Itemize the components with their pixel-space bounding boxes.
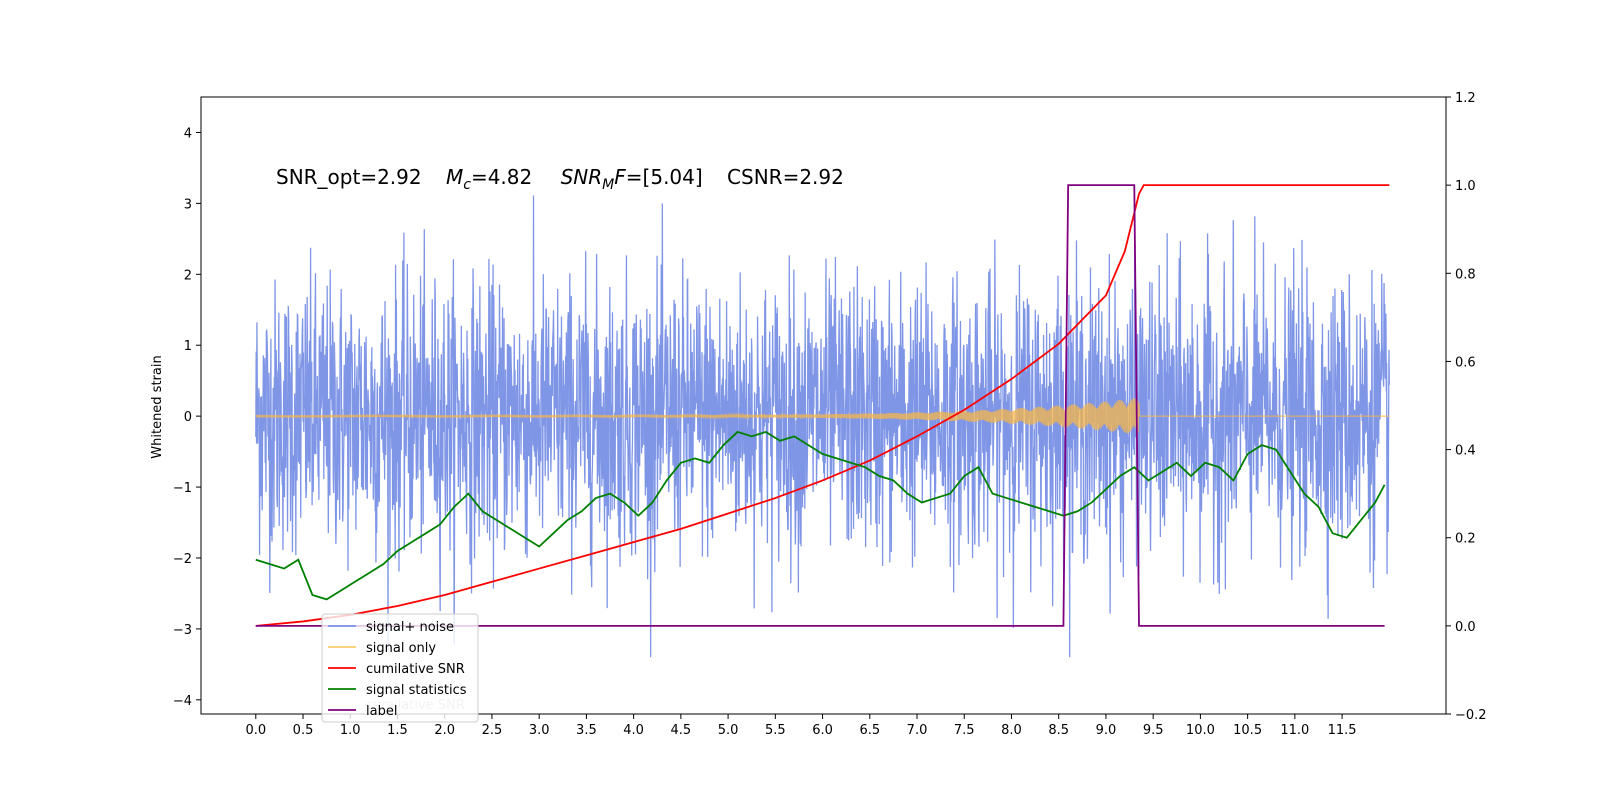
x-tick-label: 9.0 <box>1096 723 1117 738</box>
y-left-tick-label: −1 <box>173 481 192 496</box>
snrmf-subscript: M <box>602 177 614 193</box>
y-left-tick-label: 1 <box>184 339 192 354</box>
x-tick-label: 5.0 <box>718 723 739 738</box>
x-tick-label: 4.0 <box>623 723 644 738</box>
snrmf-tail: F <box>614 165 626 189</box>
x-tick-label: 0.5 <box>293 723 314 738</box>
snr-opt-text: SNR_opt=2.92 <box>276 165 422 189</box>
y-right-tick-label: 0.2 <box>1455 532 1476 547</box>
legend-label: signal statistics <box>366 683 467 698</box>
mc-symbol: M <box>446 165 463 189</box>
x-tick-label: 1.0 <box>340 723 361 738</box>
x-tick-label: 11.5 <box>1328 723 1357 738</box>
y-right-tick-label: −0.2 <box>1455 708 1487 723</box>
legend-box <box>321 613 479 723</box>
mc-value-text: =4.82 <box>471 165 532 189</box>
series-cumulative-snr-line <box>255 184 1390 627</box>
csnr-text: CSNR=2.92 <box>727 165 844 189</box>
x-tick-label: 0.0 <box>245 723 266 738</box>
y-right-tick-label: 0.8 <box>1455 267 1476 282</box>
x-tick-label: 1.5 <box>387 723 408 738</box>
mc-subscript: c <box>463 177 471 193</box>
y-right-tick-label: 0.0 <box>1455 620 1476 635</box>
x-tick-label: 8.0 <box>1001 723 1022 738</box>
y-left-tick-label: −4 <box>173 694 192 709</box>
y-right-tick-label: 0.6 <box>1455 355 1476 370</box>
x-tick-label: 2.5 <box>482 723 503 738</box>
y-left-tick-label: 4 <box>184 126 192 141</box>
y-left-tick-label: −2 <box>173 552 192 567</box>
legend-label: cumilative SNR <box>366 662 465 677</box>
legend-label: label <box>366 704 397 719</box>
axes-frame <box>200 96 1447 715</box>
x-tick-label: 6.5 <box>859 723 880 738</box>
y-right-tick-label: 1.0 <box>1455 179 1476 194</box>
x-tick-label: 10.0 <box>1186 723 1215 738</box>
x-tick-label: 2.0 <box>434 723 455 738</box>
y-axis-left-title: Whitened strain <box>150 355 165 458</box>
series-label-line <box>255 184 1385 627</box>
y-left-tick-label: −3 <box>173 623 192 638</box>
x-tick-label: 4.5 <box>671 723 692 738</box>
snrmf-value-text: =[5.04] <box>626 165 703 189</box>
plot-area <box>255 184 1390 658</box>
x-tick-label: 6.0 <box>812 723 833 738</box>
y-left-tick-label: 2 <box>184 268 192 283</box>
x-tick-label: 9.5 <box>1143 723 1164 738</box>
axes-group: 0.0 0.5 1.0 1.5 2.0 2.5 3.0 3.5 4.0 4.5 5.0 5.5 6.0 6… <box>173 91 1487 738</box>
y-left-tick-label: 0 <box>184 410 192 425</box>
series-signal-only-line <box>255 398 1390 434</box>
x-tick-label: 11.0 <box>1280 723 1309 738</box>
y-right-tick-label: 0.4 <box>1455 444 1476 459</box>
x-tick-label: 3.5 <box>576 723 597 738</box>
chart-annotation: SNR_opt=2.92 Mc=4.82 SNRMF=[5.04] CSNR=2… <box>276 165 844 193</box>
legend-label: signal only <box>366 641 436 656</box>
y-left-tick-label: 3 <box>184 197 192 212</box>
series-signal-statistics-line <box>255 430 1386 601</box>
x-tick-label: 10.5 <box>1233 723 1262 738</box>
y-right-tick-label: 1.2 <box>1455 91 1476 106</box>
x-tick-label: 8.5 <box>1048 723 1069 738</box>
snrmf-symbol: SNR <box>561 165 603 189</box>
x-tick-label: 3.0 <box>529 723 550 738</box>
x-tick-label: 5.5 <box>765 723 786 738</box>
x-tick-label: 7.5 <box>954 723 975 738</box>
legend-label: signal+ noise <box>366 620 454 635</box>
series-signal-noise-line <box>255 195 1390 658</box>
x-tick-label: 7.0 <box>907 723 928 738</box>
